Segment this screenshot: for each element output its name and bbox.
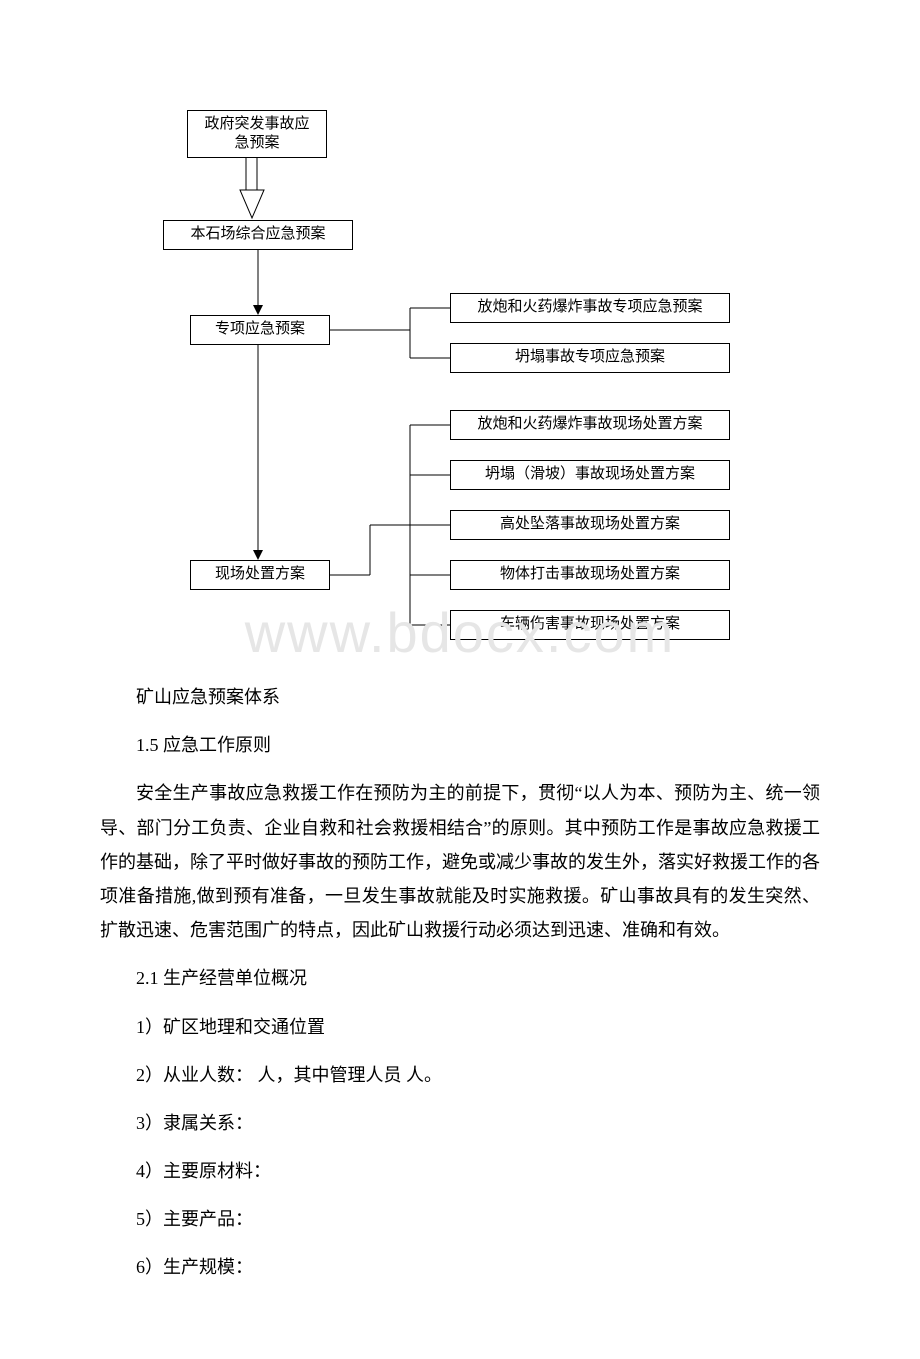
flowchart: 政府突发事故应 急预案 本石场综合应急预案 专项应急预案 现场处置方案 放炮和火… [0,90,920,650]
body-text: 矿山应急预案体系 1.5 应急工作原则 安全生产事故应急救援工作在预防为主的前提… [0,680,920,1285]
node-site: 现场处置方案 [190,560,330,590]
node-s4: 物体打击事故现场处置方案 [450,560,730,590]
node-s3: 高处坠落事故现场处置方案 [450,510,730,540]
node-s5: 车辆伤害事故现场处置方案 [450,610,730,640]
list-item-6: 6）生产规模： [100,1250,820,1284]
node-sp1: 放炮和火药爆炸事故专项应急预案 [450,293,730,323]
node-comp: 本石场综合应急预案 [163,220,353,250]
node-sp2: 坍塌事故专项应急预案 [450,343,730,373]
document-page: 政府突发事故应 急预案 本石场综合应急预案 专项应急预案 现场处置方案 放炮和火… [0,0,920,1359]
node-s2: 坍塌（滑坡）事故现场处置方案 [450,460,730,490]
diagram-caption: 矿山应急预案体系 [100,680,820,714]
paragraph-principles: 安全生产事故应急救援工作在预防为主的前提下，贯彻“以人为本、预防为主、统一领导、… [100,776,820,947]
list-item-5: 5）主要产品： [100,1202,820,1236]
list-item-2: 2）从业人数： 人，其中管理人员 人。 [100,1058,820,1092]
heading-1-5: 1.5 应急工作原则 [100,728,820,762]
node-gov: 政府突发事故应 急预案 [187,110,327,158]
list-item-4: 4）主要原材料： [100,1154,820,1188]
list-item-1: 1）矿区地理和交通位置 [100,1010,820,1044]
node-s1: 放炮和火药爆炸事故现场处置方案 [450,410,730,440]
list-item-3: 3）隶属关系： [100,1106,820,1140]
node-special: 专项应急预案 [190,315,330,345]
heading-2-1: 2.1 生产经营单位概况 [100,961,820,995]
